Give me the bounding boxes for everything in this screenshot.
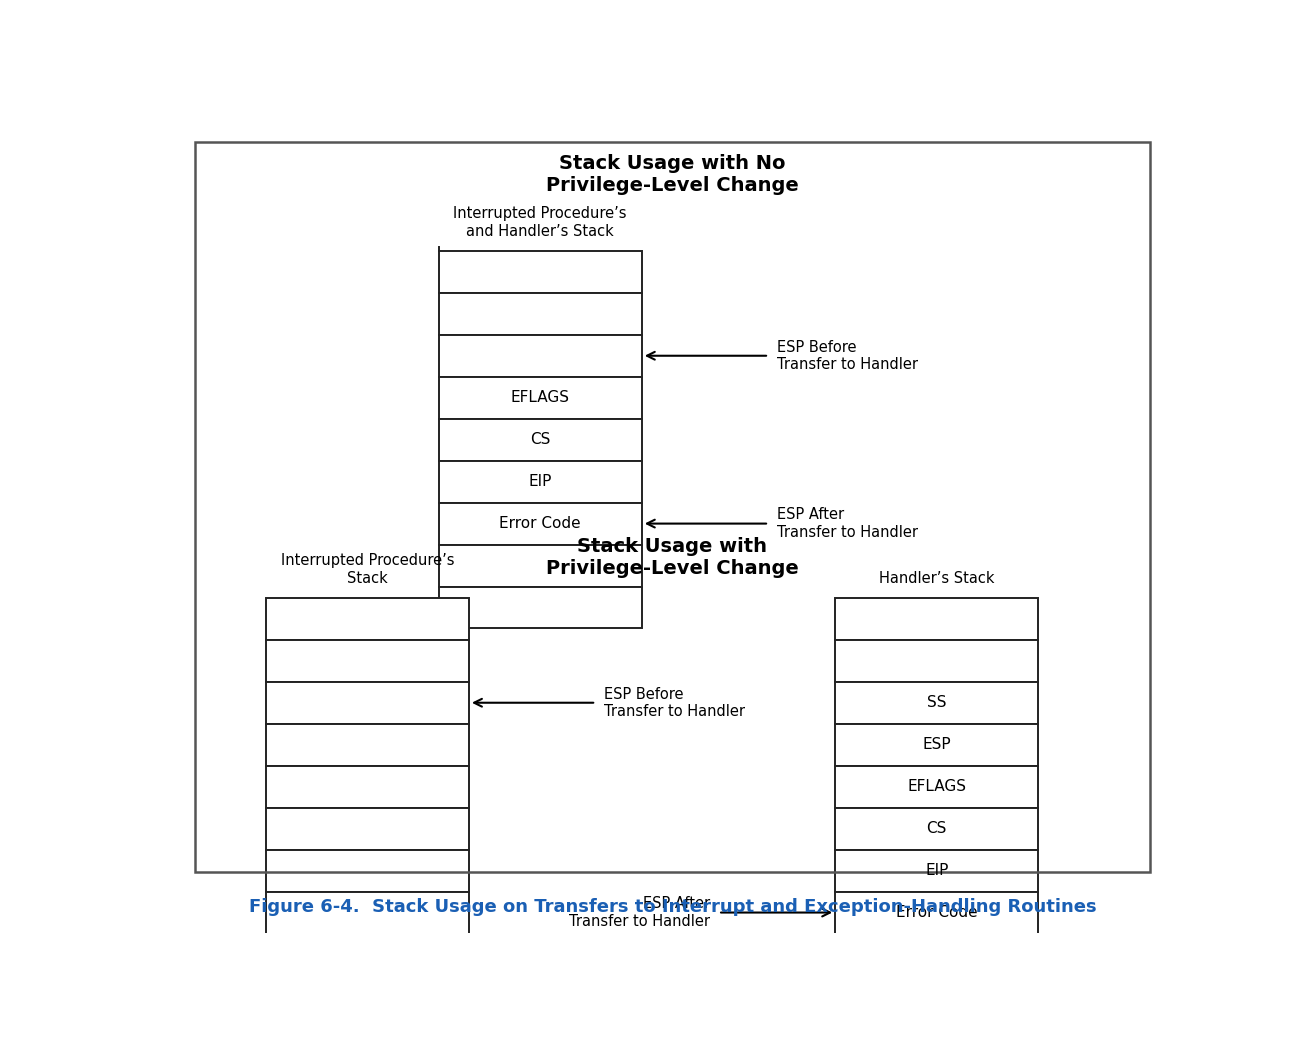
Text: ESP After
Transfer to Handler: ESP After Transfer to Handler (777, 507, 918, 540)
Bar (265, 892, 470, 934)
Text: ESP: ESP (922, 737, 951, 752)
Text: EFLAGS: EFLAGS (908, 779, 966, 794)
Text: Interrupted Procedure’s
and Handler’s Stack: Interrupted Procedure’s and Handler’s St… (454, 206, 627, 239)
Bar (265, 850, 470, 892)
Bar (834, 808, 1039, 850)
Text: CS: CS (530, 432, 551, 447)
Text: SS: SS (928, 695, 946, 711)
Text: Interrupted Procedure’s
Stack: Interrupted Procedure’s Stack (281, 553, 454, 586)
Bar (265, 934, 470, 976)
Text: EFLAGS: EFLAGS (510, 390, 569, 406)
Bar (834, 639, 1039, 682)
Bar (265, 724, 470, 766)
Text: CS: CS (926, 822, 947, 836)
Text: Stack Usage with
Privilege-Level Change: Stack Usage with Privilege-Level Change (546, 538, 799, 578)
Text: ESP After
Transfer to Handler: ESP After Transfer to Handler (569, 896, 710, 929)
Text: ESP Before
Transfer to Handler: ESP Before Transfer to Handler (605, 686, 745, 719)
Bar (265, 597, 470, 639)
Bar (834, 850, 1039, 892)
Bar (265, 682, 470, 724)
Bar (438, 292, 642, 334)
Bar (438, 587, 642, 629)
Bar (438, 419, 642, 461)
Bar (438, 376, 642, 419)
Text: Handler’s Stack: Handler’s Stack (879, 571, 994, 586)
Text: EIP: EIP (925, 864, 949, 878)
Text: Error Code: Error Code (896, 905, 977, 920)
Bar (265, 766, 470, 808)
Bar (265, 808, 470, 850)
Bar (834, 766, 1039, 808)
Bar (265, 639, 470, 682)
Text: Stack Usage with No
Privilege-Level Change: Stack Usage with No Privilege-Level Chan… (546, 154, 799, 195)
Bar (438, 334, 642, 376)
Bar (834, 597, 1039, 639)
Bar (438, 503, 642, 545)
Bar (438, 250, 642, 292)
Bar (834, 892, 1039, 934)
Bar (834, 934, 1039, 976)
Text: Error Code: Error Code (500, 516, 581, 531)
Text: EIP: EIP (529, 474, 552, 489)
Text: Figure 6-4.  Stack Usage on Transfers to Interrupt and Exception-Handling Routin: Figure 6-4. Stack Usage on Transfers to … (248, 898, 1097, 916)
Text: ESP Before
Transfer to Handler: ESP Before Transfer to Handler (777, 340, 918, 372)
Bar (834, 682, 1039, 724)
Bar (438, 461, 642, 503)
Bar (438, 545, 642, 587)
Bar (834, 724, 1039, 766)
